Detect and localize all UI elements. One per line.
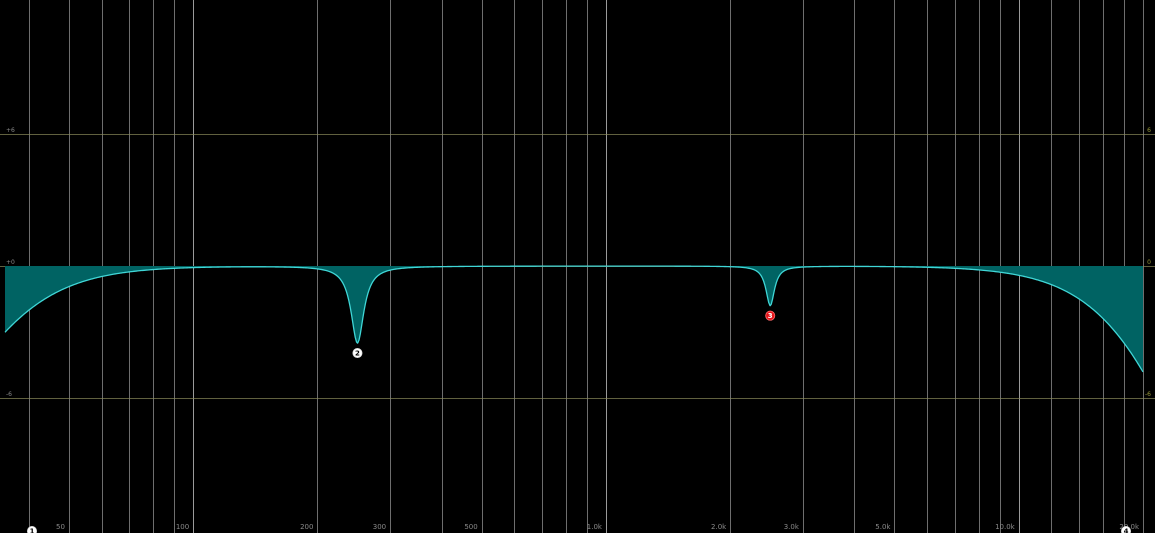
freq-label: 50 bbox=[56, 523, 65, 531]
freq-label: 2.0k bbox=[711, 523, 727, 531]
band-3-handle[interactable]: 3 bbox=[765, 310, 776, 321]
freq-label: 200 bbox=[300, 523, 313, 531]
band-2-dot[interactable] bbox=[352, 348, 363, 359]
band-4-dot[interactable] bbox=[1121, 526, 1131, 533]
frequency-labels: 50 100 200 300 500 1.0k 2.0k 3.0k 5.0k 10.0k 20.0k bbox=[56, 523, 1140, 531]
band-1-dot[interactable] bbox=[27, 526, 37, 533]
freq-label: 10.0k bbox=[995, 523, 1016, 531]
freq-label: 500 bbox=[464, 523, 477, 531]
band-4-handle[interactable]: 4 bbox=[1121, 526, 1131, 533]
gain-label-left: -6 bbox=[6, 391, 12, 398]
gain-labels: +6 +0 -6 6 0 -6 bbox=[6, 127, 1151, 398]
eq-curve-line bbox=[4, 265, 1144, 373]
band-handles[interactable]: 1 2 3 4 bbox=[27, 310, 1131, 533]
gain-label-right: 0 bbox=[1147, 259, 1151, 266]
eq-curve-fill bbox=[5, 266, 1143, 372]
freq-label: 300 bbox=[373, 523, 386, 531]
freq-label: 1.0k bbox=[587, 523, 603, 531]
band-1-number: 1 bbox=[30, 528, 35, 533]
band-3-number: 3 bbox=[768, 312, 773, 320]
gain-label-left: +0 bbox=[6, 259, 15, 266]
band-2-handle[interactable]: 2 bbox=[352, 348, 363, 359]
gain-label-right: -6 bbox=[1145, 391, 1151, 398]
freq-label: 5.0k bbox=[875, 523, 891, 531]
freq-label: 20.0k bbox=[1119, 523, 1140, 531]
band-4-number: 4 bbox=[1124, 528, 1129, 533]
gain-label-right: 6 bbox=[1147, 127, 1151, 134]
freq-label: 3.0k bbox=[784, 523, 800, 531]
eq-response-curve bbox=[4, 265, 1144, 373]
freq-label: 100 bbox=[176, 523, 189, 531]
band-1-handle[interactable]: 1 bbox=[27, 526, 37, 533]
band-3-dot[interactable] bbox=[765, 310, 776, 321]
band-2-number: 2 bbox=[355, 350, 360, 358]
gain-label-left: +6 bbox=[6, 127, 15, 134]
